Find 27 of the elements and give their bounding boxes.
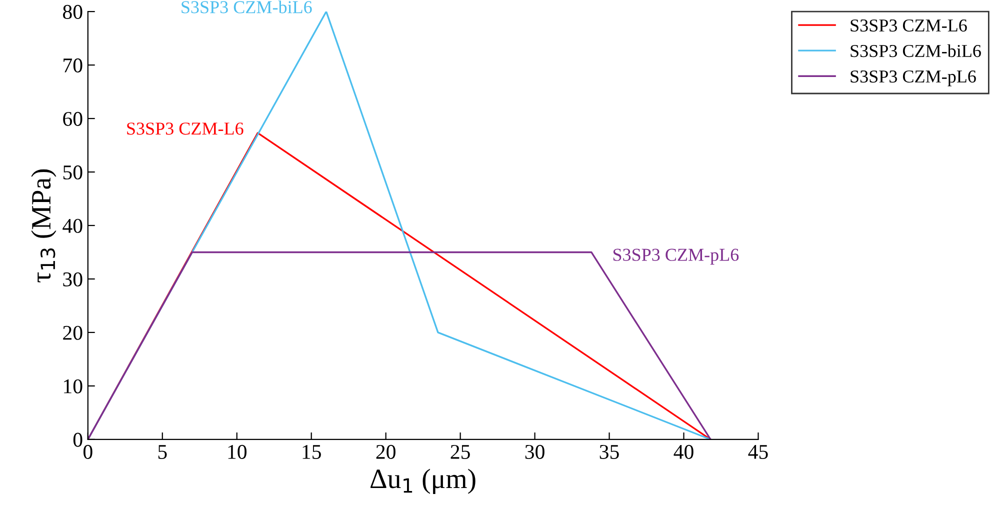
y-tick-label: 50	[63, 165, 82, 180]
x-tick-label: 40	[674, 444, 694, 459]
y-tick-label: 60	[63, 112, 82, 126]
y-tick-label: 70	[64, 58, 82, 72]
x-tick-label: 45	[748, 445, 768, 459]
x-tick-label: 0	[84, 444, 92, 459]
y-tick-label: 20	[63, 326, 82, 340]
x-tick-label: 10	[228, 444, 246, 459]
x-tick-label: 25	[450, 444, 470, 459]
y-tick-label: 40	[62, 218, 82, 233]
legend-label: S3SP3 CZM-pL6	[850, 70, 976, 86]
y-tick-label: 80	[63, 4, 82, 19]
y-tick-label: 0	[73, 432, 82, 447]
annotation: S3SP3 CZM-L6	[127, 122, 244, 135]
legend-label: S3SP3 CZM-L6	[850, 19, 967, 32]
y-axis-title: τ$_{13}$ (MPa)	[31, 169, 56, 282]
annotation: S3SP3 CZM-biL6	[182, 0, 312, 14]
x-tick-label: 15	[302, 444, 321, 459]
x-tick-label: 30	[525, 444, 544, 459]
x-tick-label: 35	[600, 444, 619, 459]
y-tick-label: 30	[63, 272, 82, 286]
legend-label: S3SP3 CZM-biL6	[850, 44, 981, 58]
x-axis-title: Δu$_{1}$ (μm)	[370, 468, 476, 494]
x-tick-label: 5	[158, 445, 167, 459]
y-tick-label: 10	[64, 379, 82, 394]
annotation: S3SP3 CZM-pL6	[613, 248, 739, 265]
x-tick-label: 20	[376, 444, 396, 459]
